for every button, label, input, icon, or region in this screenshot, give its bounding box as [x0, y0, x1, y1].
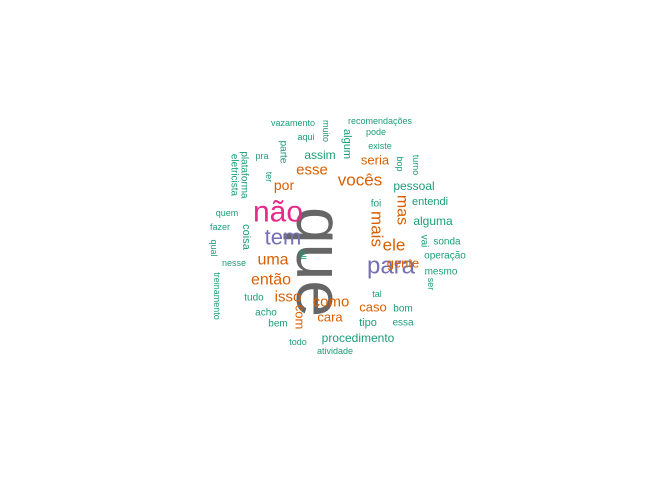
word-vai: vai: [419, 235, 430, 248]
word-mais: mais: [368, 211, 387, 247]
word-existe: existe: [368, 141, 392, 151]
word-all: all: [298, 250, 308, 259]
word-uma: uma: [257, 252, 288, 269]
word-bom: bom: [393, 304, 412, 315]
word-seria: seria: [361, 153, 390, 168]
word-essa: essa: [392, 318, 414, 329]
word-não: não: [253, 196, 303, 229]
word-recomendações: recomendações: [348, 116, 413, 126]
word-mesmo: mesmo: [425, 267, 458, 278]
word-cara: cara: [317, 310, 343, 325]
word-tudo: tudo: [244, 293, 264, 304]
word-algum: algum: [341, 129, 353, 159]
word-mas: mas: [394, 195, 411, 225]
word-qual: qual: [209, 239, 219, 256]
word-plataforma: plataforma: [239, 151, 250, 199]
word-então: então: [251, 272, 291, 289]
word-treinamento: treinamento: [212, 272, 222, 320]
word-tal: tal: [372, 289, 382, 299]
word-coisa: coisa: [240, 224, 252, 251]
word-entendi: entendi: [412, 196, 448, 208]
word-acho: acho: [255, 308, 277, 319]
word-bop: bop: [395, 156, 405, 171]
word-atividade: atividade: [317, 346, 353, 356]
word-fazer: fazer: [210, 222, 230, 232]
word-tem: tem: [265, 225, 302, 250]
word-ser: ser: [426, 278, 436, 291]
word-vocês: vocês: [338, 171, 382, 190]
word-vazamento: vazamento: [271, 118, 315, 128]
word-procedimento: procedimento: [322, 331, 395, 345]
word-que: que: [283, 207, 357, 317]
word-bem: bem: [268, 319, 287, 330]
word-foi: foi: [371, 199, 382, 210]
word-isso: isso: [275, 289, 302, 306]
word-pessoal: pessoal: [393, 179, 434, 193]
word-pra: pra: [255, 151, 268, 161]
word-ele: ele: [383, 236, 406, 255]
word-todo: todo: [289, 337, 307, 347]
word-parte: parte: [278, 141, 289, 164]
word-eletricista: eletricista: [229, 154, 240, 197]
word-por: por: [274, 177, 295, 193]
word-assim: assim: [304, 148, 335, 162]
word-esse: esse: [296, 162, 328, 179]
word-como: como: [313, 294, 350, 311]
word-sonda: sonda: [433, 237, 461, 248]
word-aqui: aqui: [297, 132, 314, 142]
word-turno: turno: [411, 155, 421, 176]
word-muito: muito: [321, 120, 331, 142]
word-tipo: tipo: [359, 317, 377, 329]
word-operação: operação: [424, 251, 466, 262]
word-com: com: [293, 305, 308, 330]
word-caso: caso: [359, 300, 386, 315]
word-para: para: [367, 253, 416, 280]
word-pode: pode: [366, 127, 386, 137]
word-ter: ter: [264, 172, 274, 183]
word-gente: gente: [387, 256, 420, 271]
word-alguma: alguma: [413, 214, 453, 228]
word-quem: quem: [216, 208, 239, 218]
word-nesse: nesse: [222, 258, 246, 268]
